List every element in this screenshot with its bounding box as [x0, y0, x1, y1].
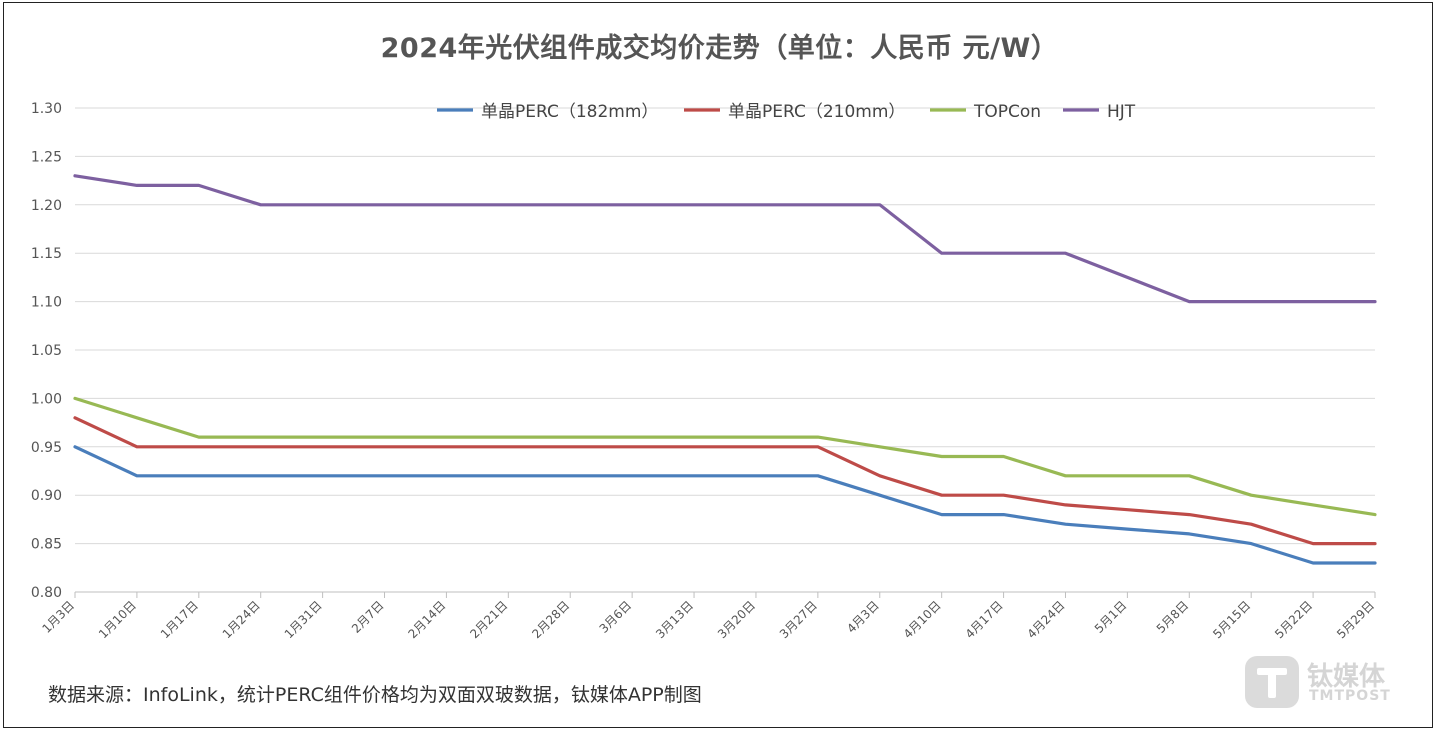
series-line [73, 416, 1377, 546]
y-tick-label: 1.25 [31, 149, 62, 165]
y-tick-label: 1.15 [31, 246, 62, 262]
x-tick-label: 3月13日 [653, 598, 696, 641]
series-line [73, 445, 1377, 565]
x-tick-label: 4月24日 [1025, 598, 1068, 641]
watermark-name: 钛媒体 [1307, 662, 1386, 692]
watermark: 钛媒体 TMTPOST [1245, 652, 1395, 712]
x-tick-label: 2月14日 [405, 598, 448, 641]
grid-lines [75, 107, 1375, 593]
x-tick-label: 1月24日 [220, 598, 263, 641]
y-tick-label: 0.85 [31, 537, 62, 553]
watermark-subtitle: TMTPOST [1309, 688, 1391, 704]
x-tick-label: 2月21日 [467, 598, 510, 641]
x-tick-label: 3月27日 [777, 598, 820, 641]
x-tick-label: 1月17日 [158, 598, 201, 641]
y-tick-label: 1.20 [31, 198, 62, 214]
source-note: 数据来源：InfoLink，统计PERC组件价格均为双面双玻数据，钛媒体APP制… [48, 684, 702, 706]
x-tick-label: 1月3日 [39, 598, 77, 636]
x-tick-label: 5月1日 [1092, 598, 1130, 636]
x-tick-label: 2月7日 [349, 598, 387, 636]
legend-label: 单晶PERC（210mm） [728, 102, 905, 122]
y-tick-label: 1.05 [31, 343, 62, 359]
watermark-logo-icon [1245, 656, 1299, 708]
series-lines [73, 174, 1377, 565]
legend-label: TOPCon [973, 102, 1041, 122]
x-tick-label: 2月28日 [529, 598, 572, 641]
legend-label: 单晶PERC（182mm） [481, 102, 658, 122]
y-tick-label: 1.30 [31, 101, 62, 117]
series-line [73, 174, 1377, 304]
axes: 0.80 0.85 0.90 0.95 1.00 1.05 1.10 1.15 1.20 1.25… [31, 101, 1377, 641]
chart-title: 2024年光伏组件成交均价走势（单位：人民币 元/W） [380, 33, 1059, 64]
legend-label: HJT [1107, 102, 1136, 122]
legend: 单晶PERC（182mm） 单晶PERC（210mm） TOPCon HJT [437, 102, 1136, 122]
x-tick-label: 5月15日 [1210, 598, 1253, 641]
y-tick-label: 0.95 [31, 440, 62, 456]
x-tick-label: 1月10日 [96, 598, 139, 641]
y-tick-label: 0.90 [31, 488, 62, 504]
x-tick-label: 5月8日 [1154, 598, 1192, 636]
x-tick-label: 4月3日 [844, 598, 882, 636]
x-tick-label: 4月10日 [901, 598, 944, 641]
y-tick-label: 1.00 [31, 391, 62, 407]
x-tick-label: 4月17日 [963, 598, 1006, 641]
x-tick-label: 5月22日 [1272, 598, 1315, 641]
x-tick-label: 5月29日 [1334, 598, 1377, 641]
x-tick-label: 3月20日 [715, 598, 758, 641]
chart-frame [3, 2, 1433, 728]
series-line [73, 396, 1377, 517]
x-tick-label: 3月6日 [597, 598, 635, 636]
y-tick-label: 0.80 [31, 585, 62, 601]
x-tick-label: 1月31日 [282, 598, 325, 641]
y-tick-label: 1.10 [31, 295, 62, 311]
